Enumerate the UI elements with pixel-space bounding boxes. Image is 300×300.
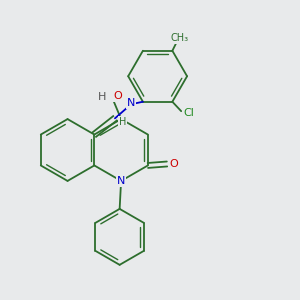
Text: H: H	[98, 92, 106, 102]
Text: CH₃: CH₃	[170, 33, 188, 43]
Text: N: N	[127, 98, 135, 108]
Text: Cl: Cl	[183, 108, 194, 118]
Text: O: O	[113, 91, 122, 101]
Text: O: O	[169, 159, 178, 169]
Text: N: N	[117, 176, 125, 186]
Text: H: H	[118, 117, 126, 127]
